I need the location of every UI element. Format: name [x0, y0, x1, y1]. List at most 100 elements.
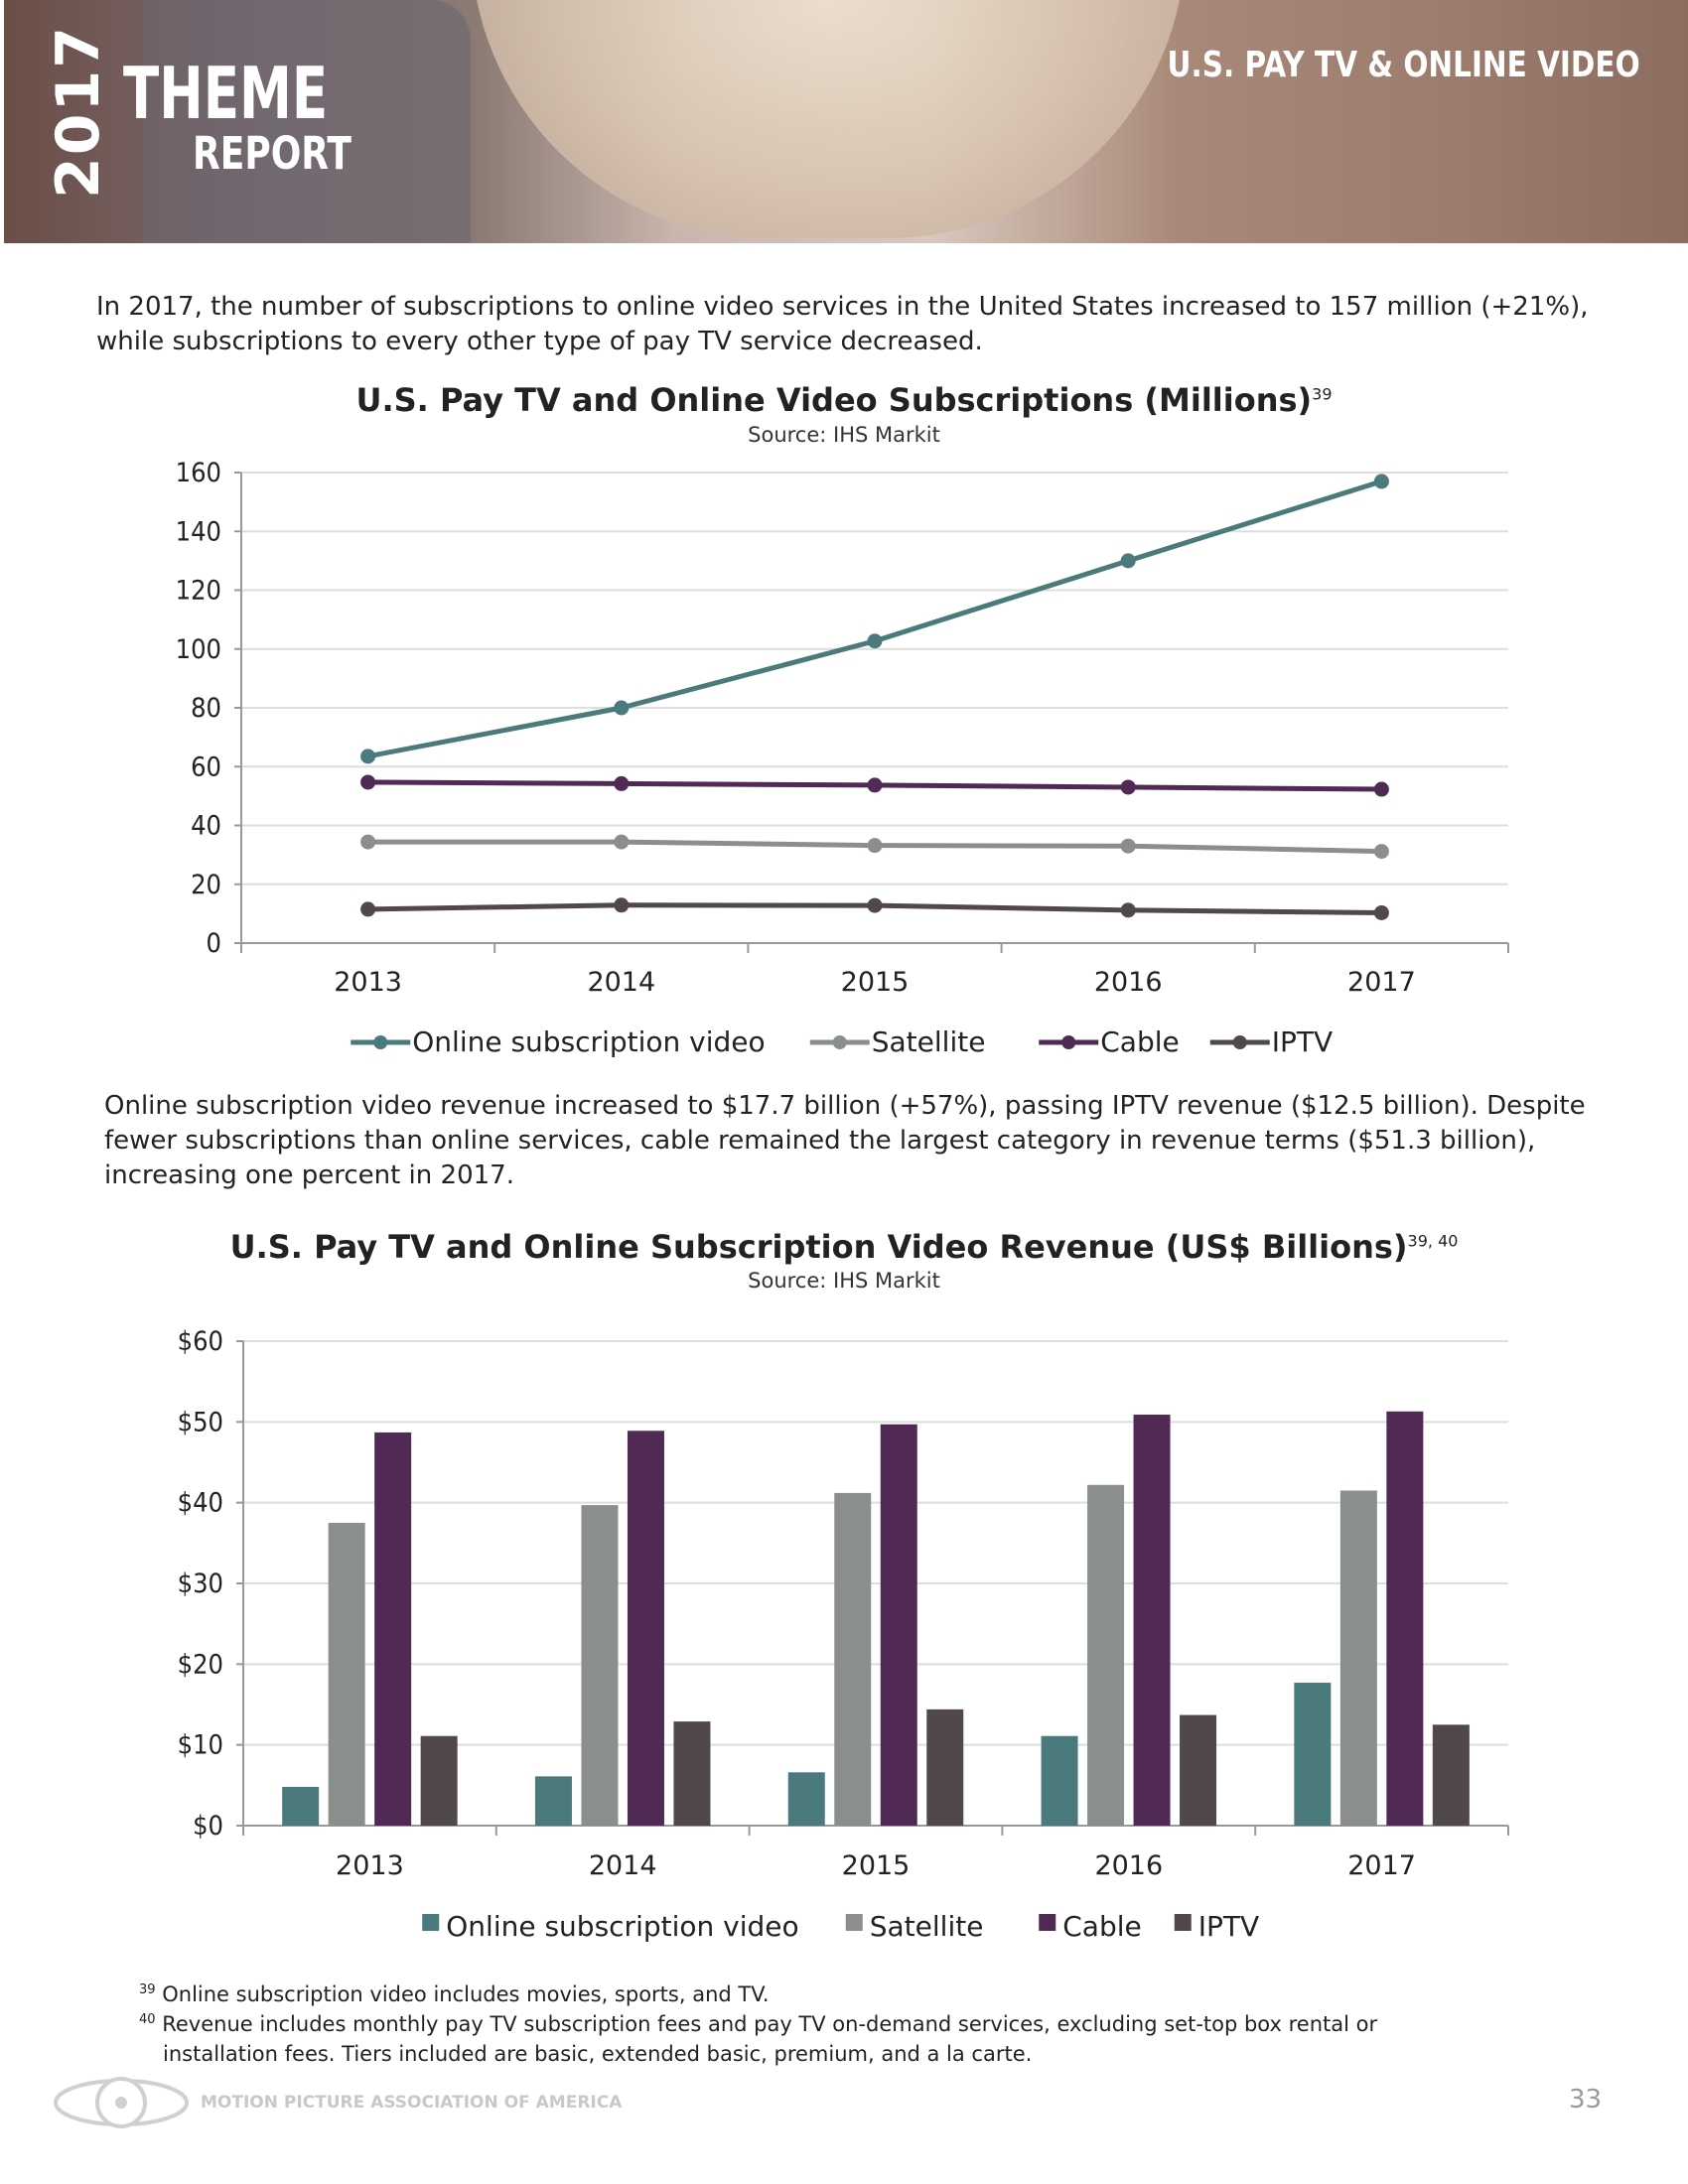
chart1-title-text: U.S. Pay TV and Online Video Subscriptio… — [355, 381, 1313, 419]
legend-label: IPTV — [1198, 1910, 1259, 1943]
legend-dot-marker — [1061, 1035, 1076, 1049]
legend-square-marker — [845, 1914, 863, 1931]
bar — [787, 1772, 825, 1826]
bar — [1432, 1724, 1470, 1826]
legend-label: Cable — [1100, 1025, 1180, 1058]
chart1-source: Source: IHS Markit — [748, 423, 940, 447]
data-point — [1120, 838, 1136, 854]
bar — [627, 1431, 664, 1826]
legend-label: IPTV — [1272, 1025, 1333, 1058]
x-tick-label: 2017 — [1347, 967, 1416, 998]
chart2-source: Source: IHS Markit — [748, 1269, 940, 1293]
page-number: 33 — [1569, 2085, 1603, 2115]
y-tick-label: $10 — [178, 1730, 223, 1761]
data-point — [360, 834, 376, 850]
bar — [1386, 1411, 1424, 1826]
x-tick-label: 2017 — [1347, 1850, 1416, 1881]
chart2-title-text: U.S. Pay TV and Online Subscription Vide… — [229, 1228, 1408, 1266]
footnote-40: 40 Revenue includes monthly pay TV subsc… — [139, 2005, 1450, 2069]
y-tick-label: $50 — [178, 1407, 223, 1437]
footnote-text: Online subscription video includes movie… — [162, 1982, 770, 2006]
x-tick-label: 2013 — [336, 1850, 404, 1881]
y-tick-label: 60 — [191, 751, 221, 782]
bar — [534, 1776, 572, 1826]
legend-label: Cable — [1062, 1910, 1142, 1943]
y-tick-label: 160 — [176, 458, 221, 488]
bar — [1041, 1735, 1078, 1826]
legend-dot-marker — [832, 1035, 847, 1049]
bar — [1087, 1484, 1125, 1826]
footnote-ref: 39 — [139, 1982, 156, 1997]
footnote-39: 39 Online subscription video includes mo… — [139, 1976, 1460, 2009]
y-tick-label: $60 — [178, 1326, 223, 1357]
y-tick-label: $0 — [193, 1811, 223, 1842]
data-point — [867, 838, 883, 854]
chart1-title: U.S. Pay TV and Online Video Subscriptio… — [0, 381, 1688, 419]
legend-label: Online subscription video — [446, 1910, 798, 1943]
data-point — [614, 897, 630, 913]
x-tick-label: 2015 — [841, 967, 910, 998]
x-tick-label: 2016 — [1094, 1850, 1163, 1881]
bar — [1294, 1683, 1332, 1826]
data-point — [1373, 844, 1389, 860]
data-point — [867, 777, 883, 793]
theme-title: THEME — [123, 52, 329, 135]
section-title: U.S. PAY TV & ONLINE VIDEO — [1167, 45, 1640, 85]
legend-square-marker — [1174, 1914, 1192, 1931]
bar — [926, 1708, 964, 1826]
data-point — [867, 633, 883, 649]
data-point — [360, 774, 376, 790]
legend-label: Online subscription video — [412, 1025, 765, 1058]
footer-org-name: MOTION PICTURE ASSOCIATION OF AMERICA — [201, 2093, 623, 2113]
bar — [834, 1492, 872, 1826]
data-point — [360, 901, 376, 917]
data-point — [360, 749, 376, 764]
y-tick-label: 120 — [176, 576, 221, 607]
bar — [374, 1432, 412, 1826]
x-tick-label: 2013 — [334, 967, 402, 998]
legend-dot-marker — [373, 1035, 388, 1049]
data-point — [1120, 902, 1136, 918]
bar — [880, 1424, 917, 1826]
x-tick-label: 2014 — [589, 1850, 657, 1881]
data-point — [1373, 781, 1389, 797]
bar — [420, 1735, 458, 1826]
mpaa-logo: MOTION PICTURE ASSOCIATION OF AMERICA — [52, 2075, 622, 2130]
legend-label: Satellite — [870, 1910, 984, 1943]
chart2-footnote-ref: 39, 40 — [1407, 1231, 1459, 1251]
y-tick-label: 100 — [176, 634, 221, 665]
y-tick-label: $40 — [178, 1488, 223, 1519]
chart2-title: U.S. Pay TV and Online Subscription Vide… — [0, 1228, 1688, 1266]
revenue-bar-chart: $0 $10 $20 $30 $40 $50 $60 2013 2014 2015 2016 2017… — [178, 1326, 1509, 1943]
bar — [581, 1505, 619, 1826]
legend-dot-marker — [1232, 1035, 1247, 1049]
legend-square-marker — [422, 1914, 440, 1931]
data-point — [614, 834, 630, 850]
footnote-ref: 40 — [139, 2012, 156, 2027]
report-title: REPORT — [193, 127, 352, 180]
bar — [1133, 1415, 1171, 1826]
data-point — [614, 775, 630, 791]
data-point — [614, 700, 630, 716]
data-point — [1120, 779, 1136, 795]
bar — [1180, 1714, 1217, 1826]
bar — [673, 1721, 711, 1826]
revenue-paragraph: Online subscription video revenue increa… — [104, 1091, 1586, 1190]
film-reel-logo-icon — [54, 2077, 189, 2128]
header-banner: 2017 THEME REPORT U.S. PAY TV & ONLINE V… — [4, 0, 1688, 243]
bar — [282, 1786, 320, 1826]
y-tick-label: 40 — [191, 811, 221, 842]
y-tick-label: 140 — [176, 516, 221, 547]
remote-image — [143, 0, 471, 243]
data-point — [867, 897, 883, 913]
data-point — [1120, 553, 1136, 569]
chart1-footnote-ref: 39 — [1312, 384, 1333, 404]
y-tick-label: $30 — [178, 1569, 223, 1599]
x-tick-label: 2016 — [1094, 967, 1163, 998]
y-tick-label: $20 — [178, 1649, 223, 1680]
footnote-text: Revenue includes monthly pay TV subscrip… — [162, 2012, 1378, 2066]
x-tick-label: 2015 — [842, 1850, 911, 1881]
x-tick-label: 2014 — [587, 967, 655, 998]
intro-paragraph: In 2017, the number of subscriptions to … — [96, 292, 1589, 356]
bar — [1339, 1490, 1377, 1826]
